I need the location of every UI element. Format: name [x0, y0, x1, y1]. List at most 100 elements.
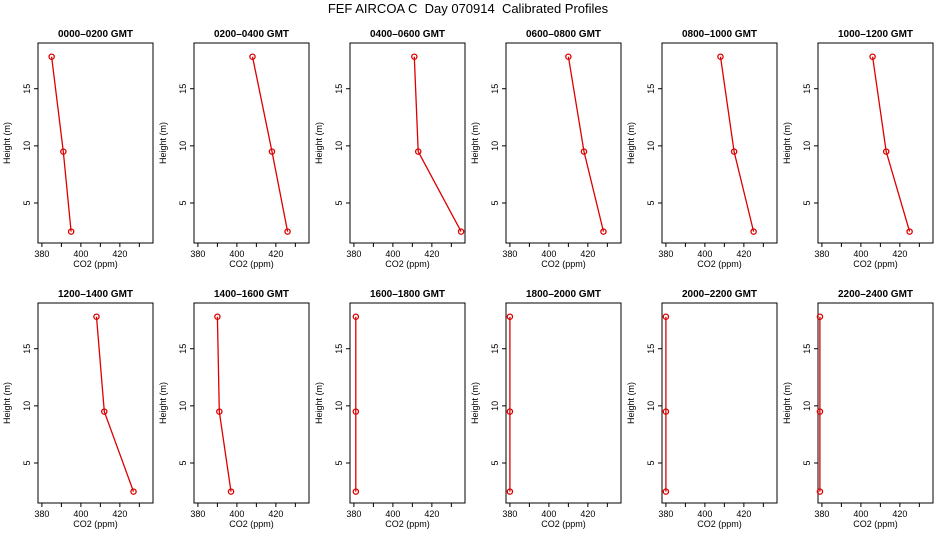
chart-2-y-axis-label: Height (m): [158, 122, 168, 164]
chart-7-data-point: [93, 313, 100, 320]
chart-2-data-point: [268, 148, 276, 155]
chart-6-panel: 1000–1200 GMT 380 400 420 5 10 15 CO2 (ppm) Heig…: [782, 29, 934, 269]
chart-7-x-tick-label: 400: [73, 509, 88, 519]
chart-2-plot-frame: [193, 42, 310, 244]
chart-2-x-tick-label: 380: [190, 249, 205, 259]
chart-9-panel: 1600–1800 GMT 380 400 420 5 10 15 CO2 (ppm) Heig…: [314, 289, 466, 529]
chart-3-series-line: [413, 56, 462, 232]
chart-4-y-tick-label: 5: [490, 200, 500, 205]
chart-12-x-tick-label: 420: [892, 509, 907, 519]
chart-7-title: 1200–1400 GMT: [58, 289, 133, 300]
chart-10-panel: 1800–2000 GMT 380 400 420 5 10 15 CO2 (ppm) Heig…: [470, 289, 622, 529]
chart-12-y-axis-label: Height (m): [782, 382, 792, 424]
chart-2-x-axis-label: CO2 (ppm): [229, 259, 274, 269]
chart-3-y-tick-label: 5: [334, 200, 344, 205]
chart-2-x-tick-label: 420: [268, 249, 283, 259]
chart-5-data-point: [717, 53, 724, 60]
chart-3-data-point: [414, 148, 422, 155]
chart-10-y-tick-label: 5: [490, 460, 500, 465]
chart-9-x-tick-label: 420: [424, 509, 439, 519]
chart-10-y-tick-label: 15: [490, 344, 500, 354]
chart-3-y-tick-label: 10: [334, 141, 344, 151]
chart-5-y-tick-label: 15: [646, 84, 656, 94]
chart-10-x-tick-label: 380: [502, 509, 517, 519]
chart-1-y-axis-label: Height (m): [2, 122, 12, 164]
chart-10-data-point: [506, 313, 514, 320]
chart-7-x-tick-label: 420: [112, 509, 127, 519]
chart-5-x-tick-label: 380: [658, 249, 673, 259]
chart-7-y-axis-label: Height (m): [2, 382, 12, 424]
chart-3-x-tick-label: 420: [424, 249, 439, 259]
chart-5-x-axis-label: CO2 (ppm): [697, 259, 742, 269]
chart-4-y-axis-label: Height (m): [470, 122, 480, 164]
chart-5-series-line: [719, 56, 755, 232]
chart-4-plot-frame: [505, 42, 622, 244]
chart-8-panel: 1400–1600 GMT 380 400 420 5 10 15 CO2 (ppm) Heig…: [158, 289, 310, 529]
chart-4-data-point: [580, 148, 588, 155]
chart-4-y-tick-label: 10: [490, 141, 500, 151]
chart-7-panel: 1200–1400 GMT 380 400 420 5 10 15 CO2 (ppm) Heig…: [2, 289, 154, 529]
chart-12-x-tick-label: 400: [853, 509, 868, 519]
chart-10-x-tick-label: 420: [580, 509, 595, 519]
chart-5-plot-frame: [661, 42, 778, 244]
chart-12-panel: 2200–2400 GMT 380 400 420 5 10 15 CO2 (ppm) Heig…: [782, 289, 934, 529]
chart-2-x-tick-label: 400: [229, 249, 244, 259]
chart-4-x-axis-label: CO2 (ppm): [541, 259, 586, 269]
chart-3-data-point: [411, 53, 418, 60]
chart-9-y-axis-label: Height (m): [314, 382, 324, 424]
chart-3-y-axis-label: Height (m): [314, 122, 324, 164]
chart-7-y-tick-label: 15: [22, 344, 32, 354]
chart-1-y-tick-label: 15: [22, 84, 32, 94]
chart-10-x-axis-label: CO2 (ppm): [541, 519, 586, 529]
chart-7-x-axis-label: CO2 (ppm): [73, 519, 118, 529]
chart-12-title: 2200–2400 GMT: [838, 289, 913, 300]
chart-9-plot-frame: [349, 302, 466, 504]
chart-5-data-point: [750, 228, 757, 235]
chart-5-x-tick-label: 420: [736, 249, 751, 259]
chart-4-x-tick-label: 380: [502, 249, 517, 259]
chart-6-x-tick-label: 400: [853, 249, 868, 259]
chart-5-y-tick-label: 10: [646, 141, 656, 151]
chart-10-plot-frame: [505, 302, 622, 504]
chart-10-x-tick-label: 400: [541, 509, 556, 519]
chart-1-y-tick-label: 5: [22, 200, 32, 205]
chart-8-x-tick-label: 400: [229, 509, 244, 519]
chart-6-plot-frame: [817, 42, 934, 244]
chart-3-plot-frame: [349, 42, 466, 244]
chart-5-y-axis-label: Height (m): [626, 122, 636, 164]
chart-6-series-line: [871, 56, 911, 232]
chart-7-data-point: [130, 488, 137, 495]
chart-11-y-tick-label: 5: [646, 460, 656, 465]
chart-8-y-axis-label: Height (m): [158, 382, 168, 424]
chart-4-title: 0600–0800 GMT: [526, 29, 601, 40]
chart-3-x-tick-label: 380: [346, 249, 361, 259]
chart-2-data-point: [284, 228, 291, 235]
chart-6-x-tick-label: 420: [892, 249, 907, 259]
chart-5-title: 0800–1000 GMT: [682, 29, 757, 40]
chart-3-data-point: [457, 228, 465, 235]
chart-8-data-point: [214, 313, 221, 320]
chart-4-series-line: [567, 56, 605, 232]
chart-2-y-tick-label: 5: [178, 200, 188, 205]
chart-3-y-tick-label: 15: [334, 84, 344, 94]
chart-8-y-tick-label: 10: [178, 401, 188, 411]
chart-1-x-tick-label: 420: [112, 249, 127, 259]
chart-9-y-tick-label: 10: [334, 401, 344, 411]
chart-7-plot-frame: [37, 302, 154, 504]
chart-8-series-line: [216, 316, 232, 492]
chart-2-title: 0200–0400 GMT: [214, 29, 289, 40]
chart-1-plot-frame: [37, 42, 154, 244]
chart-3-x-tick-label: 400: [385, 249, 400, 259]
chart-1-x-tick-label: 380: [34, 249, 49, 259]
chart-4-panel: 0600–0800 GMT 380 400 420 5 10 15 CO2 (ppm) Heig…: [470, 29, 622, 269]
chart-4-y-tick-label: 15: [490, 84, 500, 94]
chart-6-data-point: [906, 228, 913, 235]
chart-8-data-point: [227, 488, 235, 495]
chart-2-y-tick-label: 10: [178, 141, 188, 151]
chart-12-data-point: [816, 408, 824, 415]
chart-9-x-tick-label: 380: [346, 509, 361, 519]
chart-11-plot-frame: [661, 302, 778, 504]
chart-6-y-axis-label: Height (m): [782, 122, 792, 164]
chart-3-title: 0400–0600 GMT: [370, 29, 445, 40]
chart-9-data-point: [352, 408, 360, 415]
